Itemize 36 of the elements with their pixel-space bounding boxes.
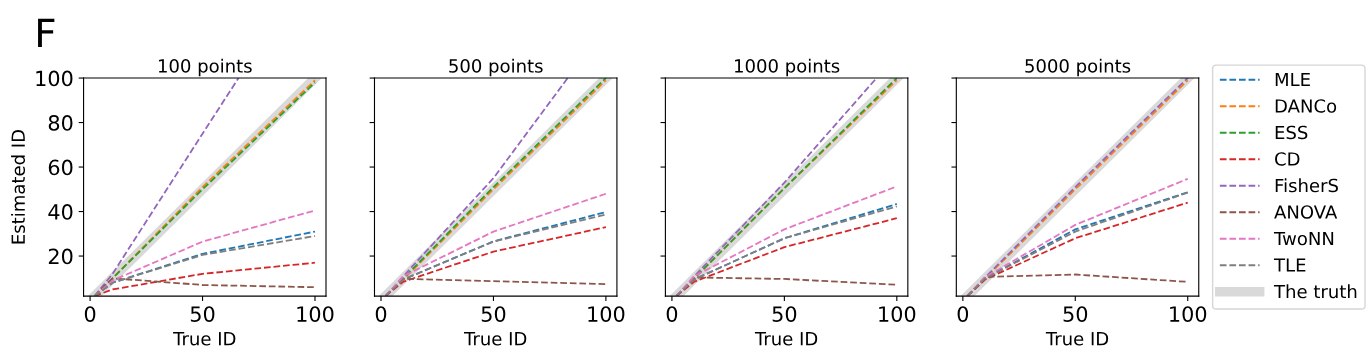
y-tick-label: 60 xyxy=(48,159,73,176)
legend-label: The truth xyxy=(1273,284,1357,299)
x-tick-label: 50 xyxy=(772,306,797,322)
x-axis-title: True ID xyxy=(463,332,527,346)
chart-title: 5000 points xyxy=(1025,58,1131,77)
x-tick-label: 100 xyxy=(297,306,334,322)
chart-title: 1000 points xyxy=(735,58,840,77)
y-axis-title: Estimated ID xyxy=(11,130,26,244)
legend-label: TLE xyxy=(1273,258,1306,272)
chart-title: 100 points xyxy=(158,58,252,77)
x-tick-label: 50 xyxy=(1063,306,1088,322)
x-tick-label: 0 xyxy=(84,306,96,322)
x-axis-title: True ID xyxy=(754,332,818,346)
y-tick-label: 100 xyxy=(36,70,73,87)
legend-label: DANCo xyxy=(1275,99,1337,113)
x-tick-label: 50 xyxy=(190,306,215,322)
y-tick-label: 40 xyxy=(48,204,73,220)
x-axis-title: True ID xyxy=(173,332,236,346)
legend-label: ESS xyxy=(1275,125,1308,140)
legend-label: ANOVA xyxy=(1274,205,1338,219)
chart-title: 500 points xyxy=(449,58,543,77)
legend-label: FisherS xyxy=(1275,178,1338,193)
legend-label: CD xyxy=(1275,152,1300,166)
x-tick-label: 100 xyxy=(879,306,916,322)
y-tick-label: 20 xyxy=(48,248,73,265)
x-tick-label: 0 xyxy=(957,306,969,322)
x-tick-label: 0 xyxy=(375,306,387,322)
x-tick-label: 100 xyxy=(1170,306,1207,322)
legend-label: MLE xyxy=(1275,72,1310,87)
legend-label: TwoNN xyxy=(1273,231,1334,246)
x-tick-label: 100 xyxy=(588,306,625,322)
x-tick-label: 0 xyxy=(666,306,678,322)
x-axis-title: True ID xyxy=(1045,332,1109,346)
x-tick-label: 50 xyxy=(481,306,506,322)
text: F xyxy=(38,18,55,48)
y-tick-label: 80 xyxy=(48,115,73,131)
